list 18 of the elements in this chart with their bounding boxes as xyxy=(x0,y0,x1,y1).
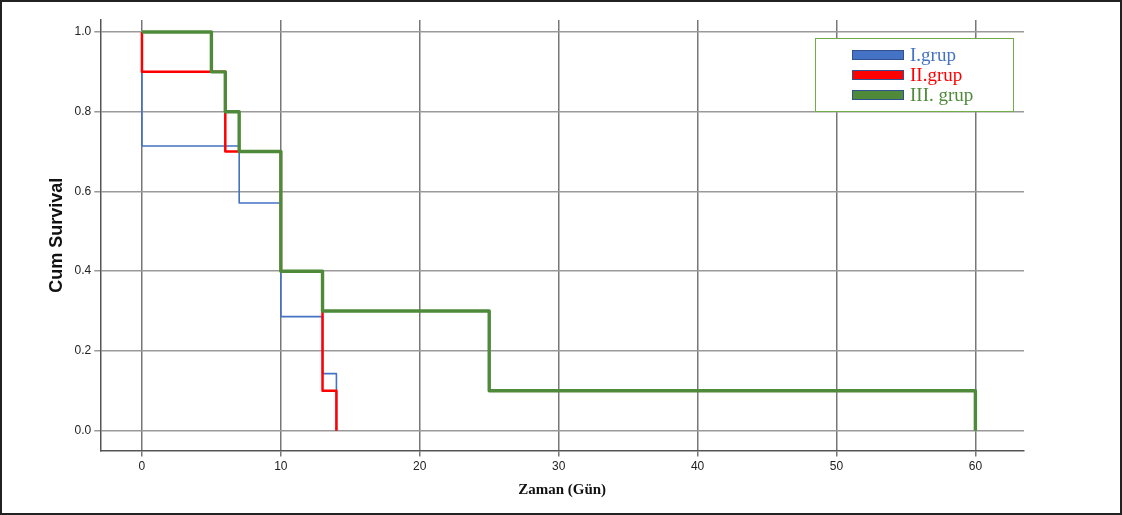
y-axis-title: Cum Survival xyxy=(45,177,66,293)
legend-label: I.grup xyxy=(910,44,956,65)
x-tick-label: 10 xyxy=(274,459,288,474)
x-tick-label: 60 xyxy=(968,459,983,474)
x-tick-label: 0 xyxy=(138,459,146,474)
x-tick-label: 50 xyxy=(829,459,844,474)
legend-label: III. grup xyxy=(910,84,974,105)
legend-label: II.grup xyxy=(910,64,963,85)
x-axis-title: Zaman (Gün) xyxy=(518,480,607,498)
x-tick-label: 40 xyxy=(690,459,705,474)
x-tick-label: 30 xyxy=(551,459,566,474)
x-tick-label: 20 xyxy=(413,459,427,474)
y-tick-label: 0.8 xyxy=(74,104,92,119)
y-tick-label: 0.0 xyxy=(74,422,92,437)
y-tick-label: 0.4 xyxy=(74,263,92,278)
y-tick-label: 1.0 xyxy=(74,24,92,39)
y-tick-label: 0.6 xyxy=(74,183,92,198)
y-tick-label: 0.2 xyxy=(74,343,92,358)
